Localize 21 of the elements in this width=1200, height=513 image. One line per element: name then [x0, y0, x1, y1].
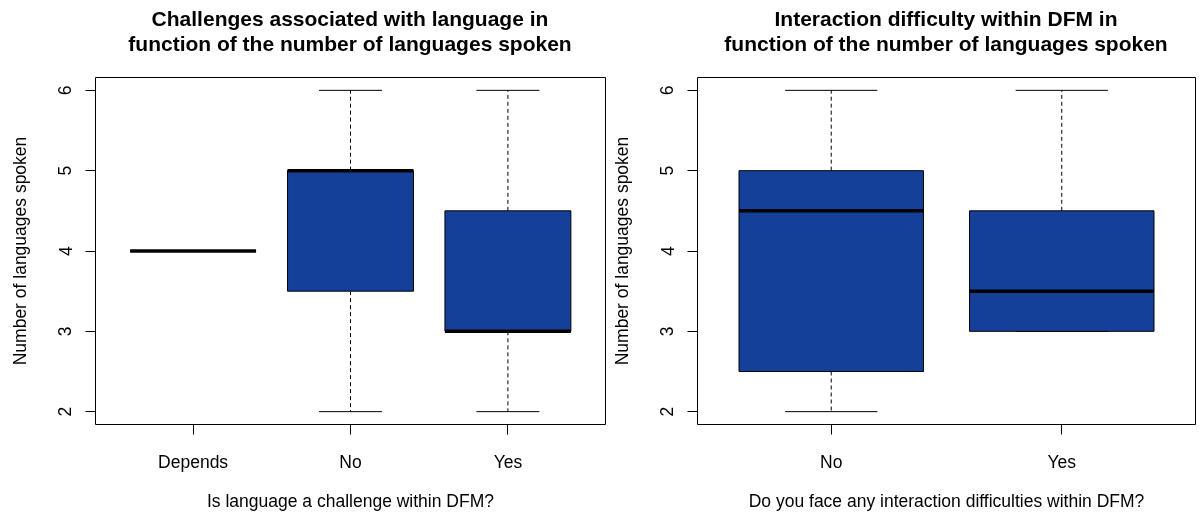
y-tick-label: 4: [657, 245, 678, 256]
y-tick-label: 3: [55, 326, 76, 337]
y-tick-label: 4: [55, 245, 76, 256]
y-tick-label: 2: [55, 406, 76, 417]
x-tick-label: No: [339, 451, 362, 472]
y-tick-label: 6: [55, 85, 76, 96]
x-tick-label: Yes: [493, 451, 523, 472]
y-axis-title: Number of languages spoken: [611, 136, 632, 366]
y-tick-label: 5: [657, 165, 678, 176]
y-tick-label: 2: [657, 406, 678, 417]
y-tick-label: 6: [657, 85, 678, 96]
chart-title: Interaction difficulty within DFM in function of the number of languages spoken: [724, 6, 1168, 56]
x-tick-label: No: [820, 451, 843, 472]
x-axis-title: Is language a challenge within DFM?: [207, 490, 495, 511]
y-tick-label: 3: [657, 326, 678, 337]
chart-title: Challenges associated with language in function of the number of languages spoken: [128, 6, 572, 56]
y-tick-label: 5: [55, 165, 76, 176]
x-tick-label: Depends: [158, 451, 229, 472]
y-axis-title: Number of languages spoken: [9, 136, 30, 366]
x-tick-label: Yes: [1047, 451, 1077, 472]
x-axis-title: Do you face any interaction difficulties within DFM?: [748, 490, 1145, 511]
